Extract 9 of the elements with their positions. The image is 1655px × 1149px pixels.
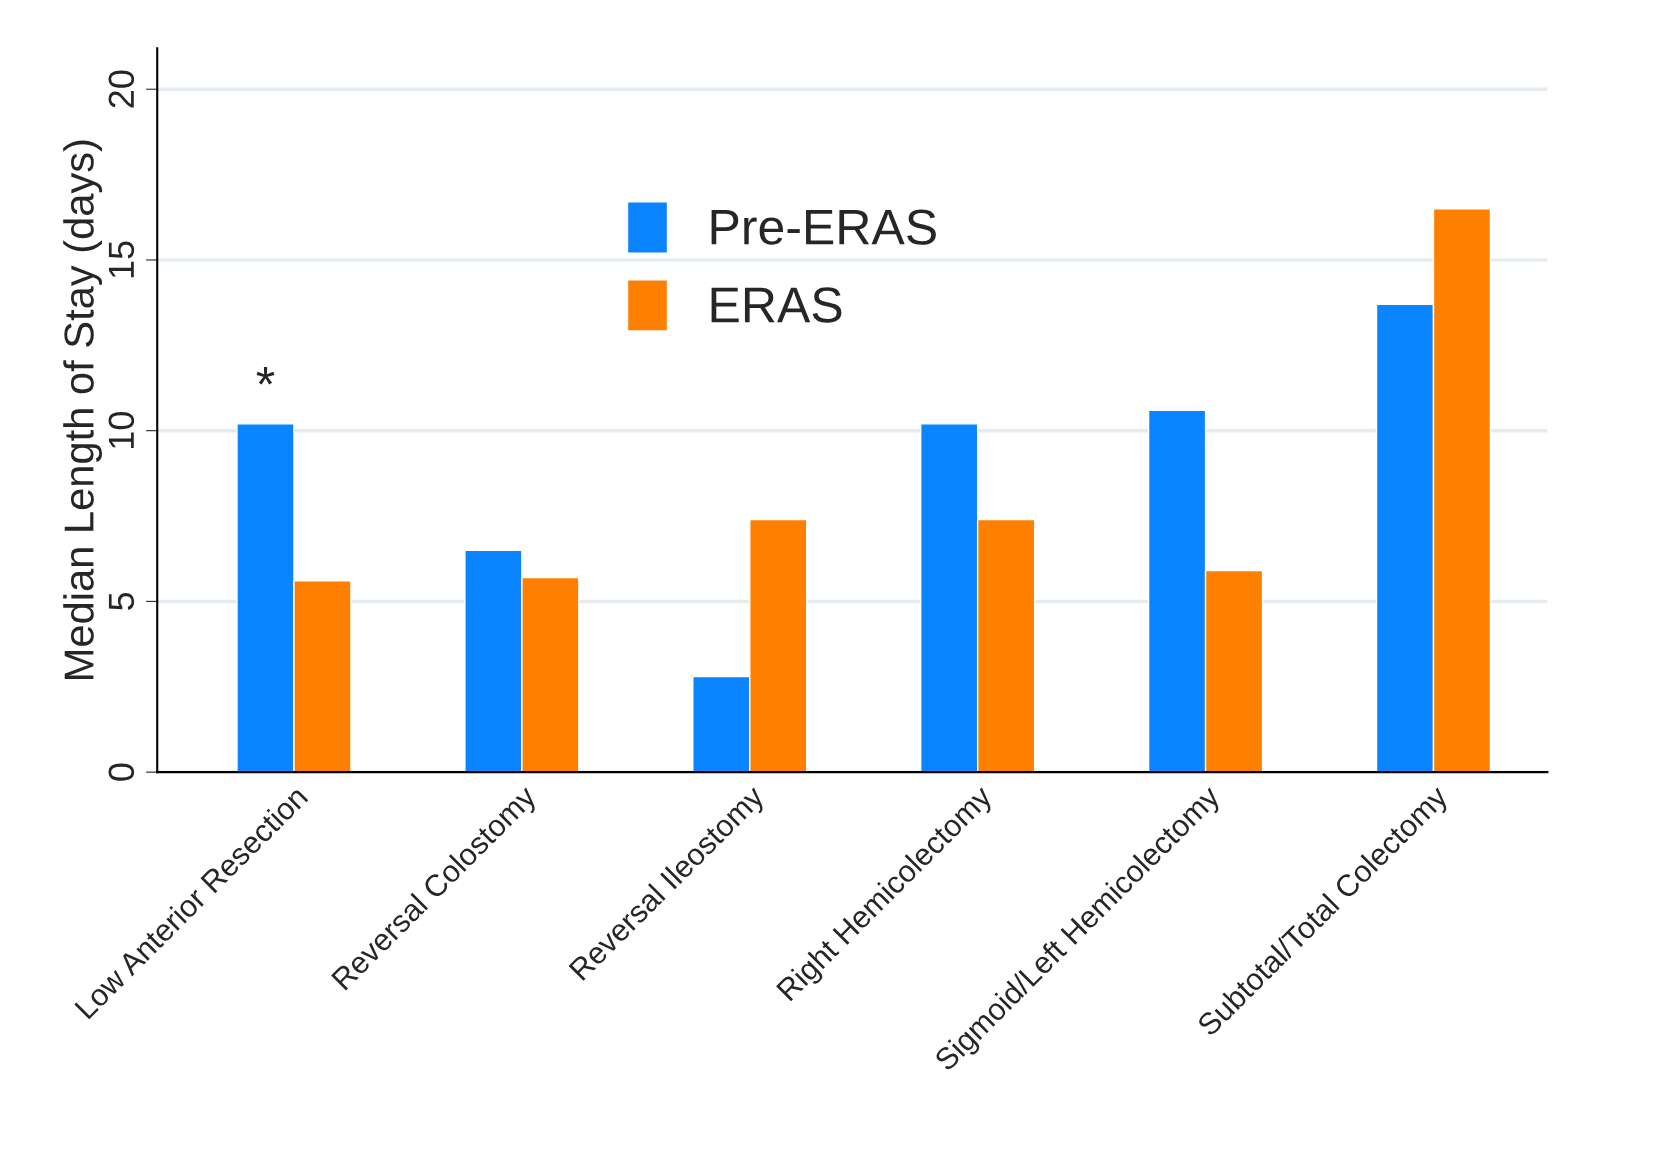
legend-label: ERAS	[711, 287, 842, 323]
annotation: *	[256, 367, 275, 385]
legend-label: Pre-ERAS	[711, 209, 936, 245]
y-tick-label: 20	[108, 70, 135, 108]
y-tick-label: 15	[108, 241, 135, 278]
y-tick-label: 5	[108, 592, 135, 610]
y-tick-label: 0	[108, 763, 135, 781]
y-tick-label: 10	[108, 412, 135, 449]
y-axis-title: Median Length of Stay (days)	[63, 140, 103, 679]
